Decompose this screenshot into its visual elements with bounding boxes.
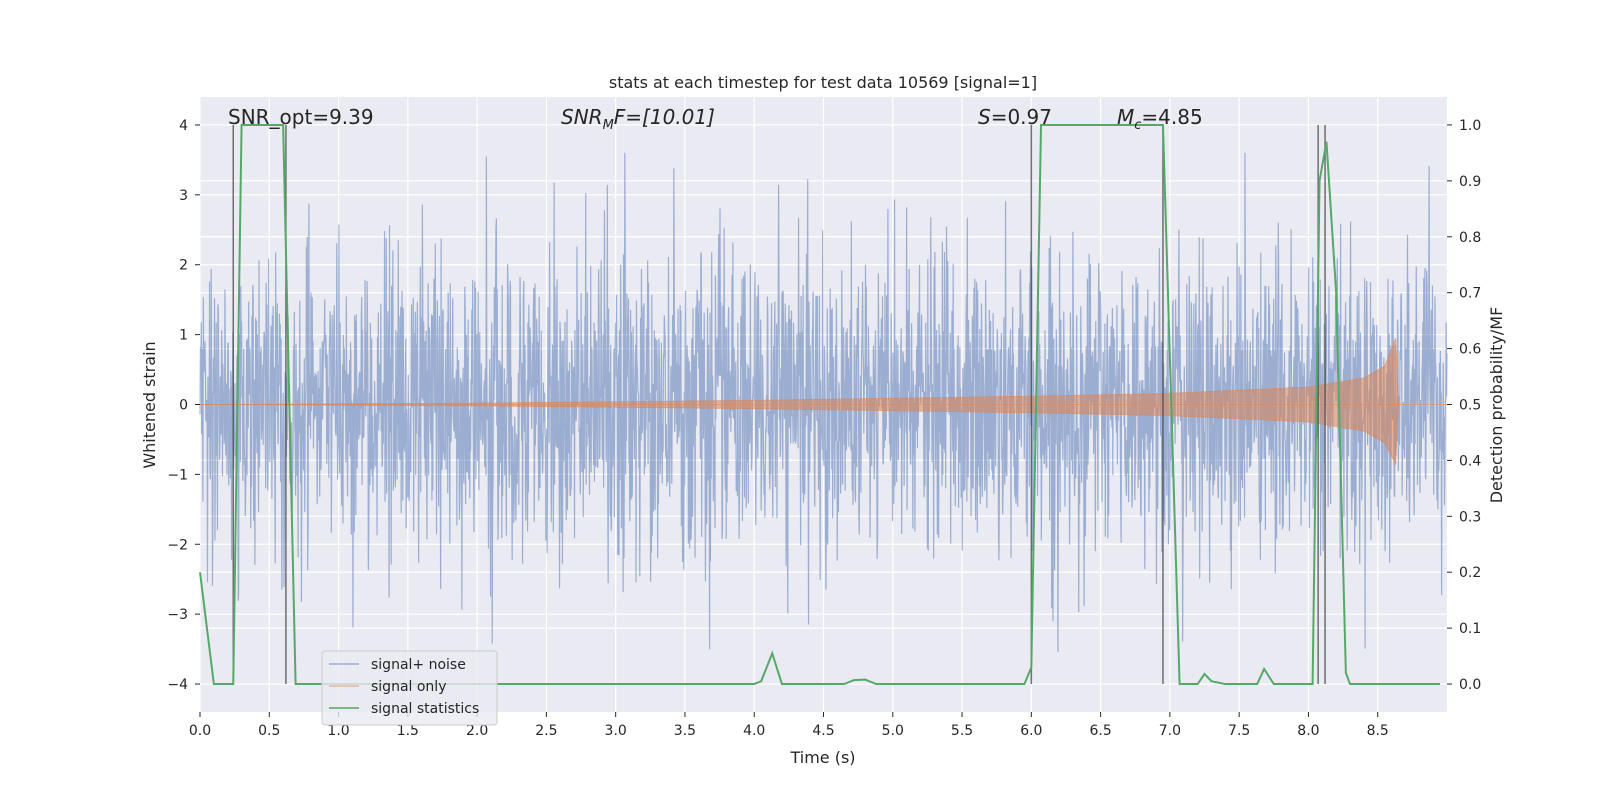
vertical-markers — [232, 124, 1326, 685]
y-left-tick-label: 0 — [179, 398, 188, 414]
x-tick-label: 7.5 — [1228, 723, 1250, 739]
y-left-tick-label: 3 — [179, 188, 188, 204]
x-tick-label: 8.5 — [1367, 723, 1389, 739]
y-right-tick-label: 0.2 — [1459, 565, 1481, 581]
x-tick-label: 4.0 — [743, 723, 765, 739]
x-axis-ticks: 0.0 0.5 1.0 1.5 2.0 2.5 3.0 3.5 4.0 4.5 5.0 5.5 6.0 6… — [189, 712, 1389, 739]
legend-label-signal-noise: signal+ noise — [371, 657, 466, 673]
y-right-tick-label: 0.3 — [1459, 509, 1481, 525]
annotation-mc: Mc=4.85 — [1117, 105, 1203, 133]
x-tick-label: 5.5 — [951, 723, 973, 739]
y-left-tick-label: −3 — [167, 607, 188, 623]
signal-statistics-line — [199, 123, 1441, 686]
series-signal-noise — [199, 152, 1448, 653]
y-right-tick-label: 0.8 — [1459, 230, 1481, 246]
legend: signal+ noise signal only signal statist… — [321, 650, 498, 726]
x-tick-label: 3.0 — [605, 723, 627, 739]
x-tick-label: 1.5 — [397, 723, 419, 739]
y-left-tick-label: 2 — [179, 258, 188, 274]
x-tick-label: 3.5 — [674, 723, 696, 739]
x-tick-label: 5.0 — [882, 723, 904, 739]
y-right-tick-label: 0.5 — [1459, 398, 1481, 414]
annotation-s: S=0.97 — [978, 105, 1052, 129]
y-left-tick-label: 4 — [179, 118, 188, 134]
chart-title: stats at each timestep for test data 105… — [609, 73, 1037, 92]
y-left-axis-label: Whitened strain — [140, 341, 159, 468]
x-tick-label: 2.0 — [466, 723, 488, 739]
annotation-snr-mf: SNRMF=[10.01] — [561, 105, 715, 133]
y-right-tick-label: 0.4 — [1459, 453, 1481, 469]
signal-noise-line — [199, 152, 1448, 653]
y-left-tick-label: −1 — [167, 467, 188, 483]
x-axis-label: Time (s) — [789, 748, 855, 767]
y-right-tick-label: 0.7 — [1459, 286, 1481, 302]
y-right-tick-label: 0.6 — [1459, 342, 1481, 358]
y-right-tick-label: 0.0 — [1459, 677, 1481, 693]
y-right-tick-label: 0.1 — [1459, 621, 1481, 637]
annotation-snr-opt: SNR_opt=9.39 — [228, 105, 374, 129]
x-tick-label: 1.0 — [327, 723, 349, 739]
x-tick-label: 7.0 — [1159, 723, 1181, 739]
y-left-axis-ticks: −4 −3 −2 −1 0 1 2 3 4 — [167, 118, 200, 693]
y-right-tick-label: 0.9 — [1459, 174, 1481, 190]
legend-label-signal-statistics: signal statistics — [371, 701, 479, 717]
x-tick-label: 2.5 — [535, 723, 557, 739]
series-signal-statistics — [199, 123, 1441, 686]
x-tick-label: 6.0 — [1020, 723, 1042, 739]
x-tick-label: 6.5 — [1089, 723, 1111, 739]
y-right-axis-ticks: 0.0 0.1 0.2 0.3 0.4 0.5 0.6 0.7 0.8 0.9 1.0 — [1447, 118, 1481, 693]
y-right-tick-label: 1.0 — [1459, 118, 1481, 134]
y-right-axis-label: Detection probability/MF — [1487, 307, 1506, 504]
x-tick-label: 4.5 — [812, 723, 834, 739]
y-left-tick-label: −4 — [167, 677, 188, 693]
legend-label-signal-only: signal only — [371, 679, 446, 695]
x-tick-label: 0.0 — [189, 723, 211, 739]
x-tick-label: 0.5 — [258, 723, 280, 739]
x-tick-label: 8.0 — [1297, 723, 1319, 739]
y-left-tick-label: 1 — [179, 328, 188, 344]
legend-box — [321, 650, 498, 726]
y-left-tick-label: −2 — [167, 537, 188, 553]
